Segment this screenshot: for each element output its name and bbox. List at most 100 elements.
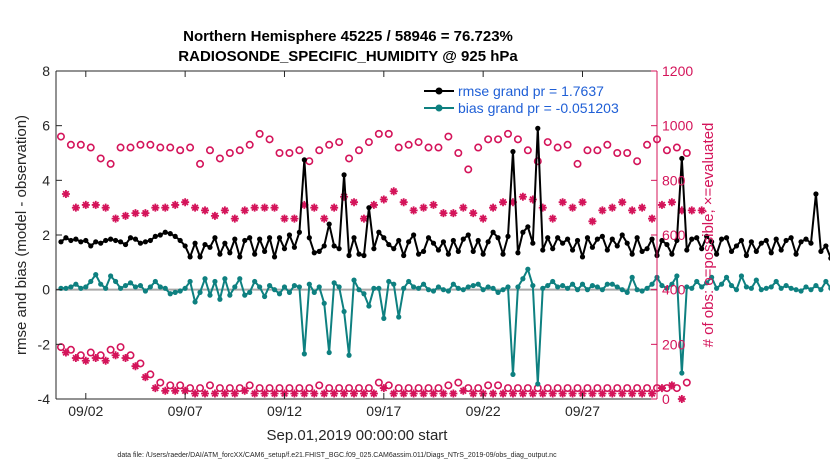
rmse-point [321,243,327,249]
rmse-point [266,235,273,241]
evaluated-obs-point [648,389,657,398]
evaluated-obs-point [280,214,289,223]
bias-point [624,289,630,295]
evaluated-obs-point [429,200,438,209]
possible-obs-point [394,143,403,152]
y-tick-label-right: 0 [662,391,670,407]
bias-point [530,282,536,289]
evaluated-obs-point [121,354,130,362]
x-tick-label: 09/17 [366,403,401,419]
y-tick-label-right: 400 [662,282,686,298]
rmse-point [530,240,536,246]
evaluated-obs-point [181,198,190,207]
rmse-point [560,240,566,246]
y-tick-label-right: 800 [662,172,686,188]
evaluated-obs-point [667,198,676,207]
evaluated-obs-point [687,206,696,215]
evaluated-obs-point [270,389,279,398]
bias-point [460,287,466,293]
possible-obs-point [275,149,284,158]
rmse-point [247,235,253,241]
possible-obs-point [315,146,324,155]
bias-point [381,315,387,321]
rmse-point [83,237,89,244]
bias-point [709,274,715,280]
evaluated-obs-point [449,209,458,218]
possible-obs-point [215,154,224,163]
possible-obs-point [533,157,542,166]
possible-obs-point [354,146,363,155]
rmse-point [753,248,759,254]
evaluated-obs-point [648,214,657,223]
chart-title: Northern Hemisphere 45225 / 58946 = 76.7… [183,28,513,45]
possible-obs-point [136,140,145,149]
evaluated-obs-point [459,203,468,212]
possible-obs-point [643,384,652,393]
bias-point [137,282,144,289]
legend-bias-label: bias grand pr = -0.051203 [458,100,619,116]
bias-point [271,287,278,293]
evaluated-obs-point [499,198,508,207]
evaluated-obs-point [141,209,150,218]
rmse-point [376,229,382,235]
evaluated-obs-point [618,389,627,398]
rmse-point [629,251,635,257]
possible-obs-point [106,159,115,168]
bias-point [376,285,382,291]
possible-obs-point [66,140,75,149]
possible-obs-point [354,384,363,393]
evaluated-obs-point [131,209,140,218]
possible-obs-point [374,129,383,138]
evaluated-obs-point [399,389,408,398]
bias-point [167,291,173,297]
y-tick-label-right: 200 [662,336,686,352]
rmse-series-line [60,127,830,259]
possible-obs-point [484,135,493,144]
possible-obs-point [285,149,294,158]
bias-point [435,284,442,290]
bias-point [714,285,720,291]
evaluated-obs-point [558,389,567,398]
evaluated-obs-point [151,203,160,212]
rmse-point [401,252,407,259]
rmse-point [425,235,432,241]
evaluated-obs-point [389,187,398,196]
bias-point [113,278,119,285]
possible-obs-point [335,384,344,393]
possible-obs-point [543,384,552,393]
possible-obs-point [384,129,393,138]
rmse-point [366,205,372,211]
evaluated-obs-point [568,203,577,212]
evaluated-obs-point [598,206,607,215]
legend-rmse-marker [435,87,443,95]
bias-point [450,281,456,287]
evaluated-obs-point [111,214,120,223]
possible-obs-point [156,378,165,387]
bias-point [78,285,84,291]
legend-bias-marker [435,104,443,112]
bias-point [495,289,501,295]
rmse-point [679,155,685,162]
evaluated-obs-point [210,389,219,398]
bias-point [361,291,367,297]
rmse-point [604,247,610,253]
evaluated-obs-point [141,373,150,382]
rmse-point [515,250,521,256]
possible-obs-point [454,149,463,158]
rmse-point [341,172,347,178]
bias-point [68,284,74,290]
possible-obs-point [245,381,254,390]
bias-point [425,287,432,293]
possible-obs-point [494,381,503,390]
bias-point [694,278,700,285]
evaluated-obs-point [151,384,160,393]
possible-obs-point [503,129,512,138]
rmse-point [510,149,516,155]
evaluated-obs-point [369,389,378,398]
bias-point [83,284,89,290]
evaluated-obs-point [439,209,448,218]
rmse-point [714,251,720,257]
rmse-point [286,232,293,238]
evaluated-obs-point [81,356,90,365]
evaluated-obs-point [548,389,557,398]
